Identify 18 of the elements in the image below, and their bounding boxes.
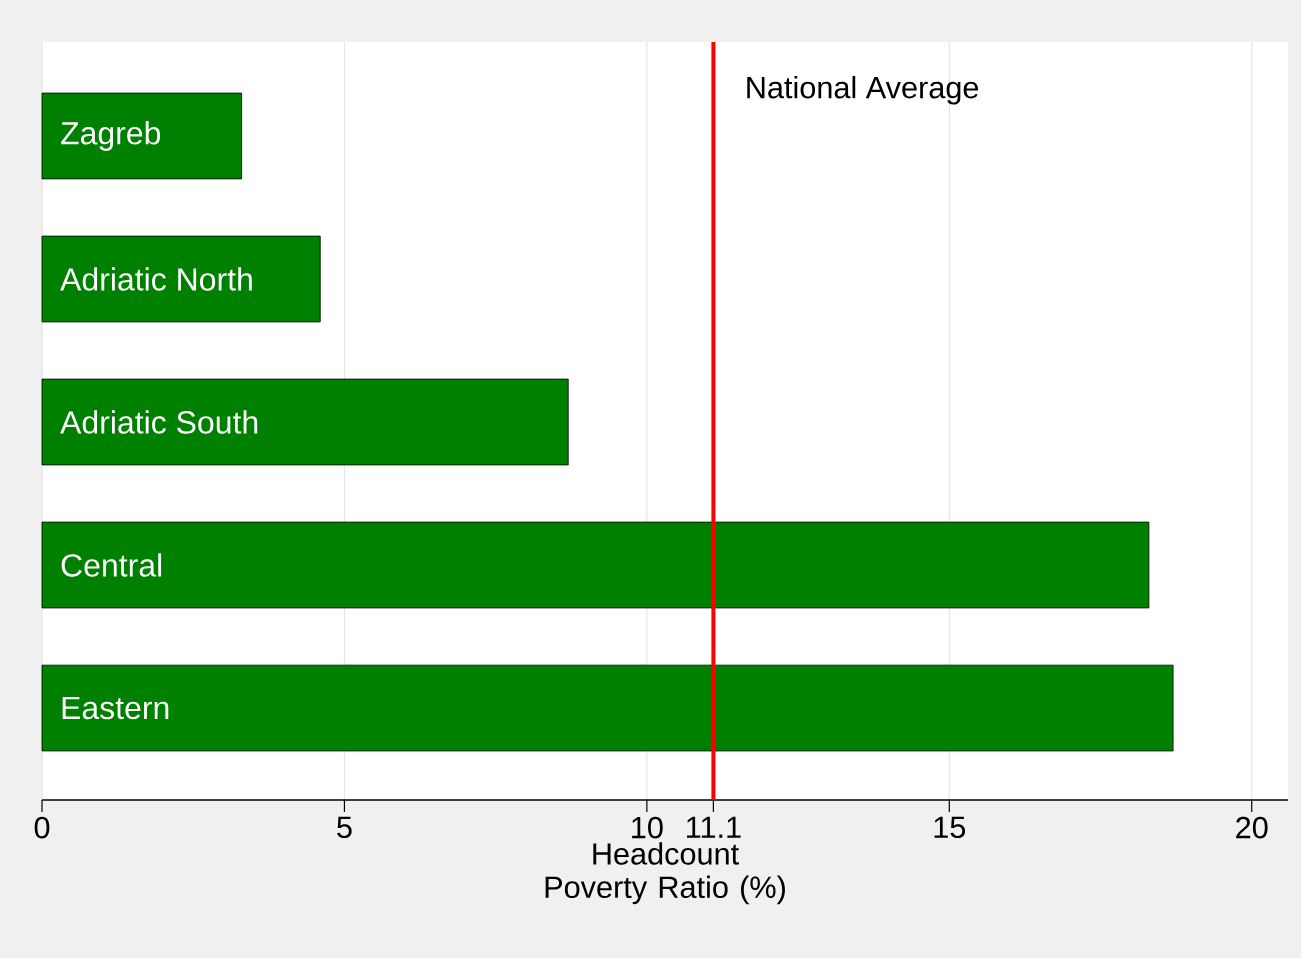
x-tick-label: 0 bbox=[34, 816, 50, 839]
y-tick-label: Central bbox=[61, 553, 162, 577]
ref-line-label: National Average bbox=[747, 75, 979, 105]
bar bbox=[41, 378, 569, 466]
x-tick-label: 15 bbox=[934, 816, 966, 839]
x-tick-label: 20 bbox=[1236, 816, 1268, 839]
x-tick-label: 5 bbox=[337, 816, 352, 839]
bar bbox=[41, 521, 1150, 609]
y-tick-label: Adriatic South bbox=[60, 410, 258, 434]
bar bbox=[41, 235, 321, 323]
y-tick-label: Eastern bbox=[62, 696, 169, 720]
x-tick-label: 10 bbox=[632, 816, 663, 839]
y-tick-label: Adriatic North bbox=[60, 267, 252, 291]
x-tick-label: 11.1 bbox=[687, 816, 741, 838]
bar bbox=[41, 92, 243, 180]
bar bbox=[41, 664, 1174, 752]
x-axis-title: Headcount Poverty Ratio (%) bbox=[545, 842, 785, 905]
y-tick-label: Zagreb bbox=[61, 121, 161, 151]
